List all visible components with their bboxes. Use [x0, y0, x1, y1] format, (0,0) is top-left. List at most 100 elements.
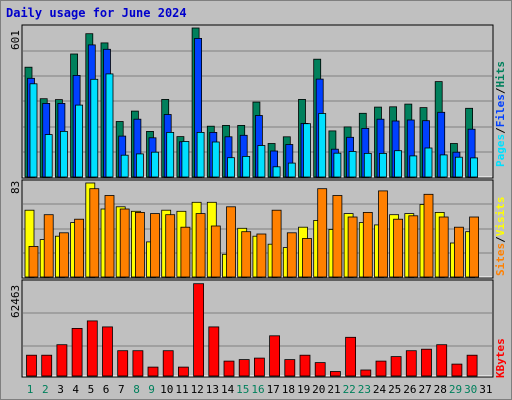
pages-bar — [439, 154, 448, 178]
legend-hits: Hits — [494, 61, 507, 88]
x-axis-day-label: 5 — [88, 383, 95, 396]
sites-bar — [438, 216, 449, 278]
legend-sites: Sites — [494, 242, 507, 276]
sites-bar — [28, 245, 39, 278]
pages-bar — [318, 113, 327, 178]
legend-visits: Visits — [494, 196, 507, 237]
pages-bar — [60, 130, 68, 178]
sites-bar — [302, 238, 312, 278]
sites-bar — [165, 214, 176, 278]
hits-max-label: 601 — [9, 30, 22, 50]
sites-bar — [423, 193, 434, 278]
legend-visits-sites: Sites/Visits — [494, 197, 507, 277]
pages-bar — [272, 166, 281, 178]
x-axis-day-label: 10 — [160, 383, 173, 396]
sites-bar — [469, 216, 480, 278]
sites-bar — [74, 218, 84, 278]
x-axis-day-label: 14 — [221, 383, 235, 396]
sites-bar — [43, 214, 54, 278]
kbytes-bar — [405, 350, 417, 377]
kbytes-bar — [223, 360, 235, 377]
kbytes-bar — [451, 363, 463, 377]
kbytes-max-label: 62463 — [9, 284, 22, 318]
legend-sep: / — [494, 127, 507, 134]
x-axis-day-label: 27 — [418, 383, 431, 396]
sites-bar — [104, 195, 115, 278]
legend-files: Files — [494, 94, 507, 128]
kbytes-bar — [71, 327, 83, 377]
kbytes-bar — [314, 362, 326, 377]
sites-bar — [378, 190, 388, 278]
x-axis-day-label: 7 — [118, 383, 125, 396]
kbytes-bar — [284, 359, 296, 377]
kbytes-bar — [466, 354, 478, 377]
sites-bar — [286, 232, 297, 278]
pages-bar — [29, 83, 38, 178]
pages-bar — [409, 155, 418, 178]
x-axis-day-label: 3 — [57, 383, 64, 396]
sites-bar — [180, 226, 191, 278]
x-axis-day-label: 12 — [191, 383, 204, 396]
sites-bar — [89, 188, 100, 278]
x-axis-day-label: 19 — [297, 383, 310, 396]
sites-bar — [59, 232, 69, 278]
x-axis-day-label: 20 — [312, 383, 325, 396]
sites-bar — [332, 195, 343, 278]
legend-kbytes: KBytes — [494, 338, 507, 378]
sites-bar — [408, 215, 419, 278]
kbytes-bar — [117, 350, 129, 377]
pages-bar — [211, 141, 220, 178]
pages-bar — [90, 78, 99, 178]
kbytes-bar — [269, 335, 281, 377]
pages-bar — [120, 154, 129, 178]
pages-bar — [348, 151, 357, 178]
x-axis-day-label: 1 — [27, 383, 34, 396]
pages-bar — [333, 152, 342, 178]
chart-title: Daily usage for June 2024 — [6, 6, 187, 20]
sites-bar — [393, 218, 404, 278]
sites-bar — [195, 213, 206, 278]
kbytes-bar — [86, 320, 98, 377]
x-axis-day-label: 16 — [251, 383, 264, 396]
sites-bar — [241, 231, 252, 278]
kbytes-bar — [147, 366, 159, 377]
pages-bar — [75, 104, 83, 178]
kbytes-bar — [162, 350, 174, 377]
kbytes-bar — [329, 371, 341, 377]
pages-bar — [454, 156, 463, 178]
x-axis-day-label: 13 — [206, 383, 219, 396]
sites-bar — [347, 216, 358, 278]
x-axis-day-label: 29 — [449, 383, 462, 396]
x-axis-day-label: 23 — [358, 383, 371, 396]
sites-bar — [210, 225, 221, 278]
kbytes-bar — [102, 326, 113, 377]
pages-bar — [227, 157, 235, 178]
pages-bar — [166, 131, 175, 178]
pages-bar — [181, 141, 190, 178]
x-axis-day-label: 30 — [464, 383, 477, 396]
x-axis-day-label: 8 — [133, 383, 140, 396]
pages-bar — [135, 153, 144, 178]
pages-bar — [151, 151, 159, 178]
visits-max-label: 83 — [9, 180, 22, 194]
x-axis-day-label: 21 — [327, 383, 340, 396]
kbytes-bar — [238, 359, 250, 377]
kbytes-bar — [421, 348, 432, 377]
kbytes-bar — [41, 354, 53, 377]
x-axis-day-label: 9 — [148, 383, 155, 396]
pages-bar — [424, 147, 433, 178]
legend-sep: / — [494, 236, 507, 243]
pages-bar — [257, 145, 266, 178]
sites-bar — [119, 208, 130, 278]
x-axis-day-label: 25 — [388, 383, 401, 396]
pages-bar — [242, 155, 251, 178]
x-axis-day-label: 18 — [282, 383, 295, 396]
pages-bar — [379, 152, 387, 178]
sites-bar — [150, 213, 160, 278]
pages-bar — [105, 73, 114, 178]
x-axis-day-label: 24 — [373, 383, 387, 396]
x-axis-day-label: 31 — [479, 383, 492, 396]
legend-sep: / — [494, 87, 507, 95]
pages-bar — [470, 157, 479, 178]
